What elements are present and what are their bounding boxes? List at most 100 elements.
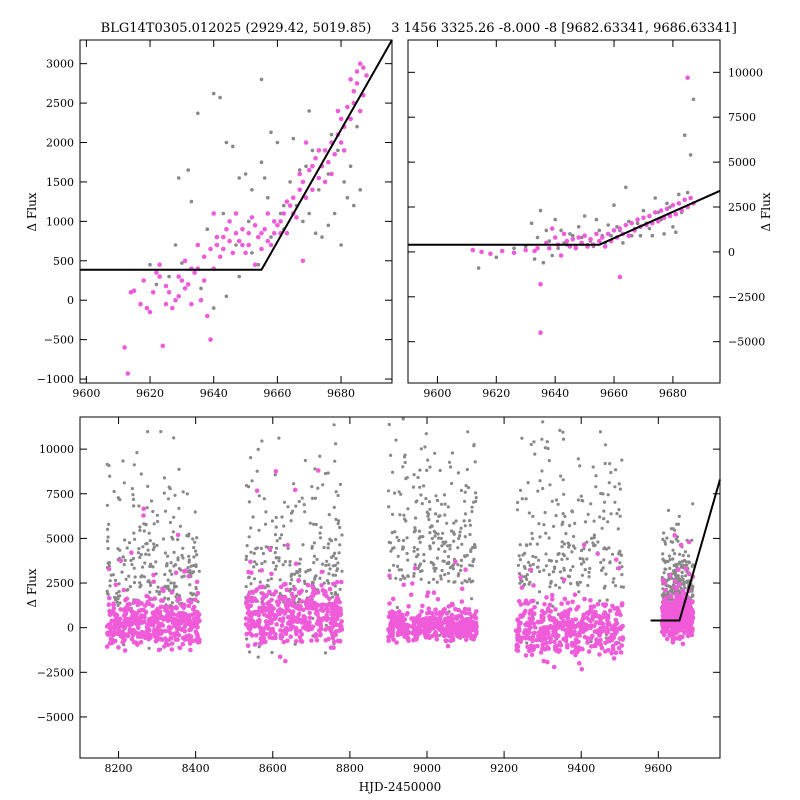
data-point-magenta [616,610,622,615]
data-point-grey [520,497,524,501]
data-point-magenta [230,250,236,256]
data-point-grey [195,553,199,557]
data-point-grey [435,519,439,523]
data-point-magenta [277,654,283,660]
data-point-magenta [319,569,325,575]
data-point-magenta [188,647,193,653]
data-point-grey [333,592,337,596]
data-point-magenta [292,487,298,493]
data-point-grey [554,559,559,564]
data-point-magenta [252,223,258,228]
data-point-magenta [175,532,181,538]
data-point-magenta [136,625,141,630]
data-point-grey [592,533,597,537]
data-point-grey [234,243,238,247]
data-point-grey [427,517,431,522]
data-point-magenta [565,611,571,616]
data-point-grey [668,566,672,571]
data-point-magenta [585,624,591,630]
y-tick-label: 5000 [728,156,756,169]
data-point-magenta [518,602,524,607]
data-point-grey [422,484,426,488]
data-point-grey [401,545,405,549]
data-point-magenta [252,642,258,647]
data-point-magenta [523,247,528,253]
data-point-magenta [170,305,175,311]
data-point-magenta [261,612,267,617]
data-point-grey [186,566,190,570]
data-point-grey [418,540,422,544]
data-point-grey [474,496,478,500]
data-point-magenta [157,615,162,621]
data-point-magenta [129,550,134,555]
data-point-grey [620,573,624,577]
data-point-grey [442,542,446,546]
data-point-magenta [579,667,585,672]
data-point-magenta [580,646,585,652]
data-point-magenta [121,632,127,637]
data-point-magenta [194,618,199,623]
data-point-magenta [265,601,271,606]
data-point-grey [389,453,393,457]
data-point-magenta [336,622,342,628]
data-point-magenta [193,597,198,602]
data-point-grey [190,593,195,597]
data-point-magenta [408,592,414,598]
data-point-grey [180,261,184,265]
data-point-grey [665,559,669,563]
data-point-magenta [466,607,472,612]
data-point-grey [529,221,534,225]
data-point-grey [688,153,693,157]
data-point-grey [311,522,316,526]
data-point-grey [174,595,178,599]
data-point-magenta [529,652,535,657]
data-point-grey [395,535,399,539]
data-point-grey [331,573,335,577]
data-point-magenta [672,532,677,538]
data-point-grey [274,564,278,568]
data-point-grey [517,572,522,576]
data-point-magenta [429,618,434,623]
data-point-magenta [163,628,168,634]
data-point-grey [243,172,248,176]
data-point-grey [297,499,301,504]
data-point-grey [613,485,617,489]
data-point-magenta [676,567,681,572]
data-point-grey [334,517,338,522]
data-point-grey [458,530,462,534]
data-point-magenta [246,230,251,236]
data-point-magenta [390,626,396,632]
data-point-magenta [453,559,458,565]
data-point-magenta [164,604,170,610]
y-tick-label: 10000 [39,443,74,456]
data-point-grey [108,474,112,478]
data-point-magenta [675,605,681,610]
data-point-magenta [437,627,443,632]
data-point-magenta [605,613,611,618]
data-point-magenta [586,649,592,654]
data-point-grey [538,570,542,574]
data-point-magenta [439,611,445,616]
data-point-magenta [542,632,547,638]
data-point-grey [556,246,560,251]
data-point-grey [535,235,540,240]
data-point-magenta [143,609,149,615]
data-point-grey [245,544,249,548]
data-point-grey [432,577,436,581]
data-point-grey [273,473,277,477]
data-point-magenta [464,622,470,628]
data-point-grey [251,515,255,519]
panel-top-right-model-line [408,189,721,246]
data-point-magenta [157,274,162,279]
data-point-grey [313,231,318,235]
data-point-grey [476,266,481,270]
data-point-magenta [245,643,251,648]
data-point-magenta [150,610,156,616]
data-point-grey [431,541,436,545]
data-point-magenta [292,586,298,592]
data-point-magenta [188,634,194,639]
data-point-grey [446,555,451,559]
data-point-grey [412,530,416,534]
data-point-magenta [322,148,328,153]
data-point-grey [327,572,331,576]
